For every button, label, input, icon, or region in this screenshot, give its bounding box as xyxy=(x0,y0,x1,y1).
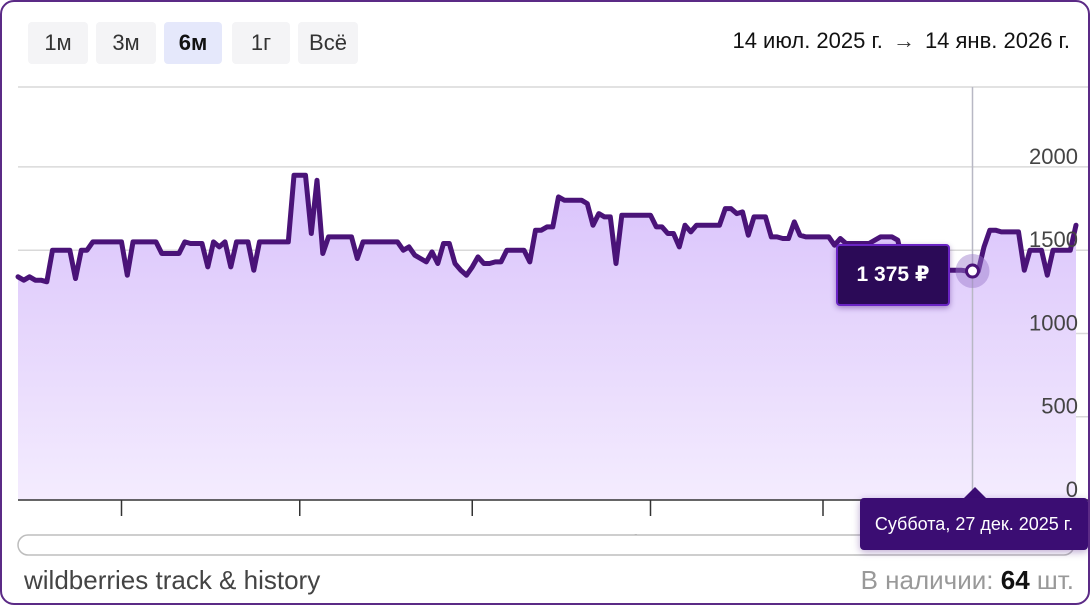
y-tick-label: 1000 xyxy=(1029,310,1078,335)
y-tick-label: 0 xyxy=(1066,477,1078,502)
date-tooltip-caret xyxy=(964,487,986,498)
stock-label: В наличии: xyxy=(860,565,994,595)
price-tooltip: 1 375 ₽ xyxy=(836,244,950,306)
range-button-1y[interactable]: 1г xyxy=(232,22,290,64)
y-tick-label: 1500 xyxy=(1029,227,1078,252)
stock-unit: шт. xyxy=(1036,565,1074,595)
highlight-point[interactable] xyxy=(965,263,980,279)
date-range-start: 14 июл. 2025 г. xyxy=(732,28,883,53)
date-range: 14 июл. 2025 г. → 14 янв. 2026 г. xyxy=(732,28,1070,54)
range-button-all[interactable]: Всё xyxy=(298,22,358,64)
y-tick-label: 500 xyxy=(1041,394,1078,419)
stock-info: В наличии: 64 шт. xyxy=(861,565,1074,596)
range-button-1m[interactable]: 1м xyxy=(28,22,88,64)
arrow-right-icon: → xyxy=(892,28,915,53)
range-button-3m[interactable]: 3м xyxy=(96,22,156,64)
date-tooltip: Суббота, 27 дек. 2025 г. xyxy=(860,498,1088,550)
y-tick-label: 2000 xyxy=(1029,144,1078,169)
range-button-6m[interactable]: 6м xyxy=(164,22,222,64)
stock-value: 64 xyxy=(1000,565,1030,595)
brand-caption: wildberries track & history xyxy=(24,565,321,595)
price-area xyxy=(18,175,1076,501)
date-range-end: 14 янв. 2026 г. xyxy=(924,28,1070,53)
